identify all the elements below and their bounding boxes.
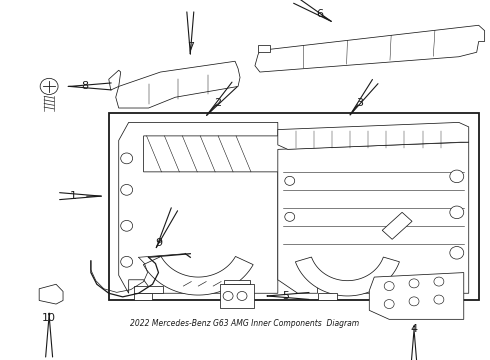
Circle shape	[434, 277, 444, 286]
Circle shape	[121, 256, 133, 267]
Polygon shape	[295, 257, 399, 296]
Circle shape	[121, 184, 133, 195]
Circle shape	[450, 247, 464, 259]
Text: 8: 8	[81, 81, 88, 91]
Polygon shape	[39, 284, 63, 304]
Text: 3: 3	[356, 98, 363, 108]
Polygon shape	[255, 25, 485, 72]
Polygon shape	[278, 142, 469, 293]
Text: 7: 7	[187, 42, 194, 52]
Circle shape	[237, 292, 247, 301]
Bar	[220, 284, 254, 308]
Circle shape	[40, 78, 58, 95]
Text: 6: 6	[316, 9, 323, 19]
Bar	[318, 293, 338, 301]
Text: 5: 5	[282, 291, 289, 301]
Circle shape	[409, 297, 419, 306]
Circle shape	[434, 295, 444, 304]
Polygon shape	[382, 212, 412, 239]
Text: 4: 4	[411, 324, 417, 334]
Polygon shape	[119, 122, 278, 293]
Polygon shape	[144, 256, 253, 295]
Bar	[134, 293, 151, 301]
Text: 10: 10	[42, 312, 56, 323]
Bar	[224, 280, 250, 284]
Text: 9: 9	[155, 238, 162, 248]
Circle shape	[121, 220, 133, 231]
Circle shape	[223, 292, 233, 301]
Bar	[258, 45, 270, 52]
Text: 2022 Mercedes-Benz G63 AMG Inner Components  Diagram: 2022 Mercedes-Benz G63 AMG Inner Compone…	[130, 319, 360, 328]
Circle shape	[285, 212, 294, 221]
Circle shape	[450, 206, 464, 219]
Circle shape	[121, 153, 133, 164]
Text: 1: 1	[70, 191, 77, 201]
Polygon shape	[109, 70, 121, 90]
Text: 2: 2	[215, 98, 221, 108]
Polygon shape	[369, 273, 464, 319]
Circle shape	[384, 282, 394, 291]
Bar	[109, 113, 479, 301]
Circle shape	[384, 300, 394, 309]
Circle shape	[450, 170, 464, 183]
Bar	[134, 286, 164, 293]
Circle shape	[409, 279, 419, 288]
Polygon shape	[278, 122, 469, 149]
Circle shape	[285, 176, 294, 185]
Polygon shape	[116, 61, 240, 108]
